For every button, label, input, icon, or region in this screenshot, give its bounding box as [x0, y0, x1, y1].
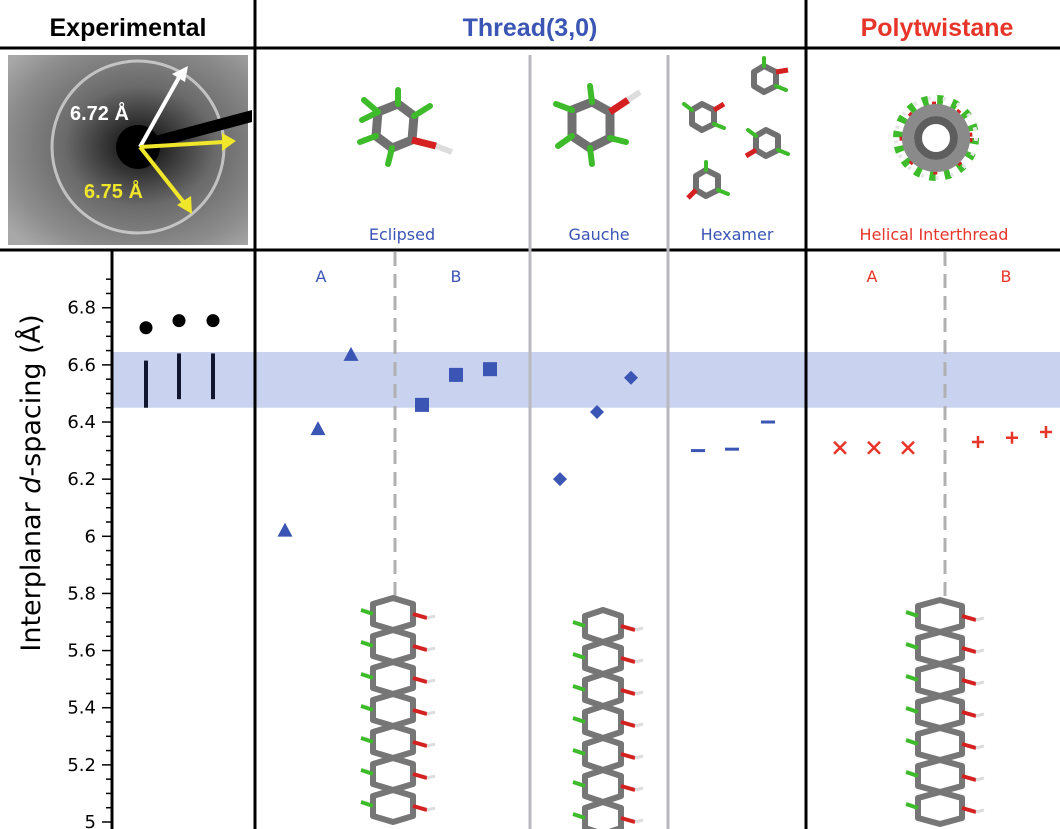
exp-label-2: 6.75 Å: [84, 179, 143, 203]
helical-b-plus-marker: [1040, 426, 1052, 439]
helical-b-plus-marker: [972, 436, 984, 449]
helical-a-x-marker: [833, 440, 847, 455]
y-tick-label: 6.6: [67, 355, 96, 376]
y-axis-label: Interplanar d-spacing (Å): [15, 314, 47, 651]
hexamer-molecule-image: [682, 56, 790, 200]
gauche-molecule-image: [553, 83, 642, 167]
label-eclipsed-a: A: [316, 267, 327, 286]
label-poly-a: A: [867, 267, 878, 286]
header-experimental: Experimental: [49, 14, 206, 42]
eclipsed-b-square-marker: [415, 397, 429, 412]
y-tick-label: 6.8: [67, 298, 96, 319]
label-hexamer: Hexamer: [701, 225, 774, 244]
y-tick-label: 6.4: [67, 412, 96, 433]
column-dividers: [528, 55, 670, 829]
y-tick-label: 5.6: [67, 641, 96, 662]
y-tick-label: 5.8: [67, 583, 96, 604]
label-helical-interthread: Helical Interthread: [860, 225, 1009, 244]
label-eclipsed-b: B: [451, 267, 462, 286]
label-eclipsed: Eclipsed: [369, 225, 435, 244]
helical-b-plus-marker: [1006, 431, 1018, 444]
eclipsed-a-triangle-marker: [343, 346, 359, 361]
gauche-thread-image: [572, 607, 644, 829]
header-thread: Thread(3,0): [463, 14, 598, 42]
polytwistane-thread-image: [905, 597, 985, 827]
y-tick-label: 5: [85, 812, 96, 829]
experimental-circle-marker: [172, 314, 186, 328]
highlight-band: [112, 352, 1060, 408]
polytwistane-molecule-image: [893, 95, 979, 181]
eclipsed-molecule-image: [357, 87, 454, 167]
y-tick-label: 5.4: [67, 698, 96, 719]
eclipsed-a-triangle-marker: [310, 421, 326, 436]
y-axis: 5 5.2 5.4 5.6 5.8 6 6.2 6.4 6.6 6.8: [67, 278, 112, 829]
dashed-dividers: [393, 252, 947, 600]
eclipsed-b-square-marker: [483, 362, 497, 377]
y-tick-label: 5.2: [67, 755, 96, 776]
helical-a-x-marker: [901, 440, 915, 455]
exp-label-1: 6.72 Å: [70, 101, 129, 125]
header-polytwistane: Polytwistane: [861, 14, 1014, 42]
data-marks: [139, 314, 1052, 537]
experimental-circle-marker: [206, 314, 220, 328]
eclipsed-a-triangle-marker: [277, 522, 293, 537]
label-poly-b: B: [1001, 267, 1012, 286]
label-gauche: Gauche: [568, 225, 629, 244]
eclipsed-b-square-marker: [449, 367, 463, 382]
gauche-diamond-marker: [624, 370, 638, 385]
gauche-diamond-marker: [590, 405, 604, 420]
y-tick-label: 6: [85, 526, 96, 547]
experimental-circle-marker: [139, 321, 153, 335]
y-tick-label: 6.2: [67, 469, 96, 490]
diffraction-image: 6.72 Å 6.75 Å: [8, 55, 252, 245]
helical-a-x-marker: [867, 440, 881, 455]
gauche-diamond-marker: [553, 472, 567, 487]
eclipsed-thread-image: [360, 595, 436, 825]
